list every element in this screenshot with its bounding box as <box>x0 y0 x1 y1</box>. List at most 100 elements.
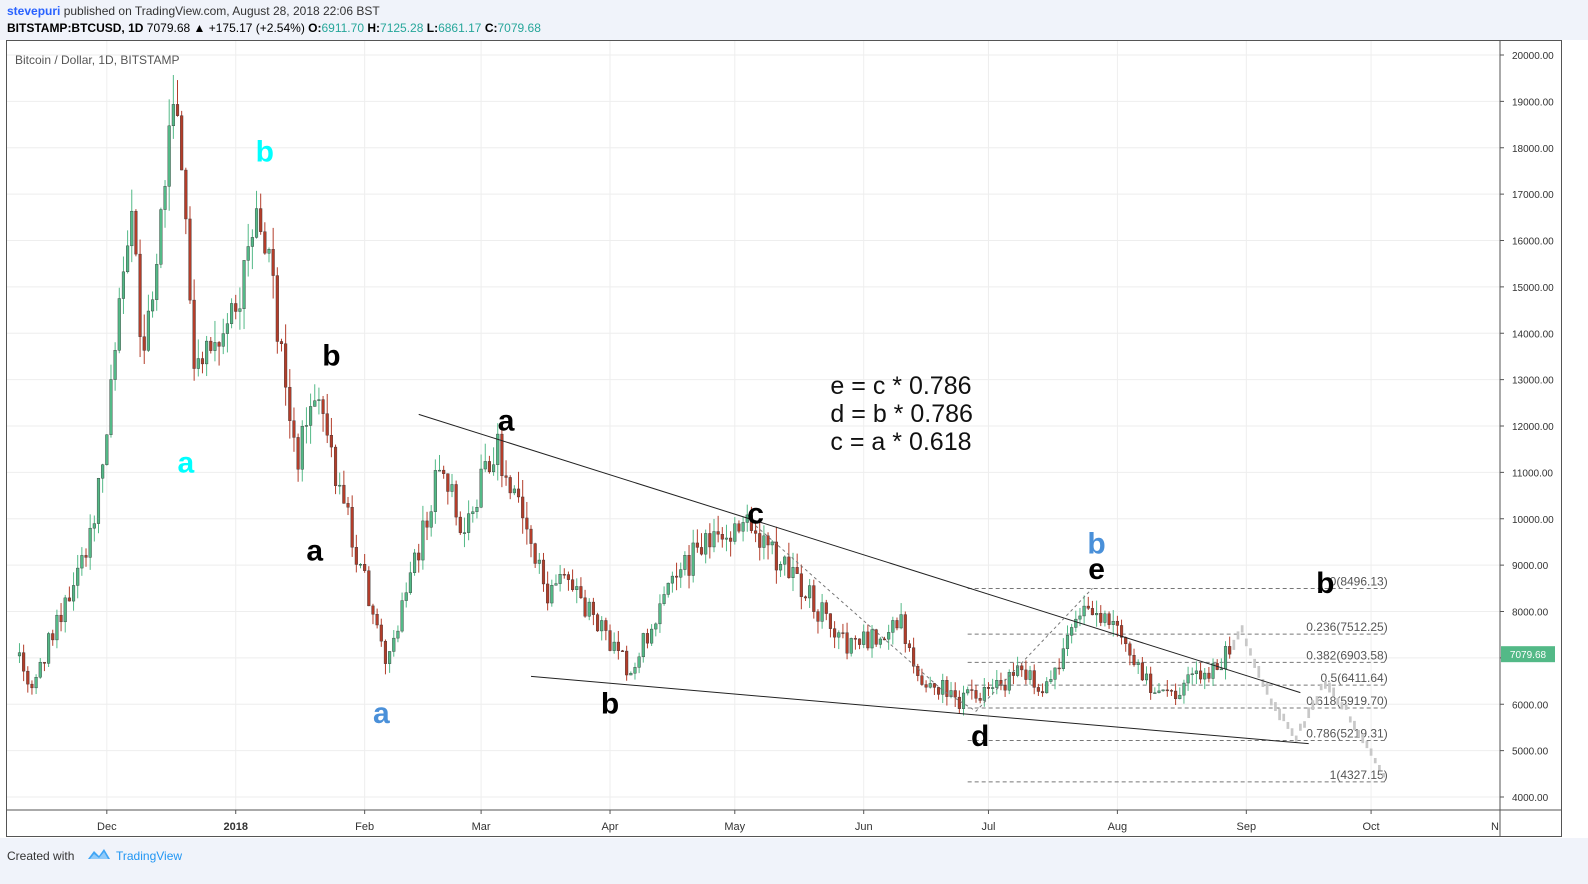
candle-body <box>408 572 412 593</box>
candle-body <box>433 470 437 512</box>
candle-body <box>941 680 945 695</box>
candle-body <box>666 582 670 595</box>
candle-body <box>737 523 741 532</box>
candle-body <box>42 661 46 664</box>
y-tick-label: 19000.00 <box>1512 97 1554 108</box>
projection-bar <box>1253 658 1256 668</box>
wave-label: b <box>256 136 274 169</box>
candle-body <box>562 574 566 576</box>
candle-body <box>870 629 874 649</box>
candle-body <box>991 687 995 689</box>
candle-body <box>496 433 500 465</box>
projection-bar <box>1382 773 1385 778</box>
candle-body <box>1132 655 1136 665</box>
candle-body <box>1049 679 1053 682</box>
fib-retracement: 0(8496.13) 0.236(7512.25) 0.382(6903.58) 0.… <box>967 574 1388 783</box>
candle-body <box>1011 672 1015 676</box>
candle-body <box>1115 620 1119 626</box>
y-tick-label: 15000.00 <box>1512 283 1554 294</box>
candle-body <box>338 484 342 487</box>
candle-body <box>1186 674 1190 684</box>
candle-body <box>1174 690 1178 700</box>
candle-body <box>205 340 209 365</box>
candle-body <box>932 683 936 688</box>
tradingview-link[interactable]: TradingView <box>116 849 183 863</box>
projection-bar <box>1369 748 1373 756</box>
open-label: O: <box>308 21 322 35</box>
candle-body <box>845 632 849 654</box>
candle-body <box>1190 673 1194 676</box>
chart-header: stevepuri published on TradingView.com, … <box>0 0 1588 40</box>
candle-body <box>363 563 367 571</box>
candle-body <box>704 533 708 555</box>
candle-body <box>887 632 891 640</box>
tradingview-logo-icon[interactable] <box>86 846 112 862</box>
candle-body <box>213 342 217 351</box>
candle-body <box>583 597 587 617</box>
y-tick-label: 16000.00 <box>1512 237 1554 248</box>
candle-body <box>957 696 961 709</box>
trendline <box>418 413 1301 694</box>
candle-body <box>554 583 558 586</box>
fib-level-label: 1(4327.15) <box>1330 768 1388 782</box>
candle-body <box>500 433 504 477</box>
formula-line: c = a * 0.618 <box>830 428 971 456</box>
candle-body <box>791 567 795 578</box>
candle-body <box>121 271 125 299</box>
candle-body <box>1182 682 1186 696</box>
high-value: 7125.28 <box>380 21 424 35</box>
candle-body <box>937 687 941 695</box>
wave-label: a <box>177 446 194 479</box>
projection-bar <box>1378 764 1381 771</box>
candle-body <box>841 632 845 634</box>
wave-label: b <box>601 688 619 721</box>
candle-body <box>529 528 533 544</box>
candle-body <box>188 218 192 301</box>
candle-body <box>1070 627 1074 636</box>
candle-body <box>837 632 841 638</box>
candle-body <box>375 614 379 626</box>
author-link[interactable]: stevepuri <box>7 4 61 18</box>
candle-body <box>928 683 932 688</box>
candle-body <box>758 533 762 548</box>
candle-body <box>695 542 699 548</box>
candle-body <box>329 435 333 448</box>
candle-body <box>167 125 171 187</box>
candle-body <box>787 556 791 578</box>
candle-body <box>1020 665 1024 671</box>
candle-body <box>325 413 329 436</box>
publish-info: stevepuri published on TradingView.com, … <box>7 4 380 18</box>
candle-body <box>587 601 591 617</box>
candle-body <box>1178 694 1182 700</box>
wave-label: a <box>498 405 515 438</box>
symbol-label[interactable]: BITSTAMP:BTCUSD, 1D <box>7 21 144 35</box>
candle-body <box>134 210 138 255</box>
candle-body <box>1003 685 1007 691</box>
projection-bar <box>1303 721 1306 728</box>
candle-body <box>267 249 271 254</box>
candle-body <box>604 620 608 631</box>
last-price-tag-label: 7079.68 <box>1510 650 1547 661</box>
candle-body <box>608 630 612 651</box>
candle-body <box>67 597 71 602</box>
candle-body <box>949 690 953 697</box>
candle-body <box>774 541 778 571</box>
candle-body <box>783 556 787 565</box>
projection-bar <box>1344 704 1348 710</box>
candle-body <box>828 613 832 629</box>
candle-body <box>1194 670 1198 675</box>
close-value: 7079.68 <box>497 21 541 35</box>
candle-body <box>30 683 34 689</box>
candle-body <box>109 379 113 435</box>
y-tick-label: 20000.00 <box>1512 51 1554 62</box>
candle-body <box>512 488 516 494</box>
projection-bar <box>1348 716 1352 723</box>
candle-body <box>1219 668 1223 671</box>
candle-body <box>413 552 417 573</box>
candle-body <box>479 468 483 508</box>
candle-body <box>1061 648 1065 669</box>
candle-body <box>55 614 59 641</box>
x-tick-label: Jun <box>855 821 873 833</box>
candle-body <box>317 399 321 401</box>
